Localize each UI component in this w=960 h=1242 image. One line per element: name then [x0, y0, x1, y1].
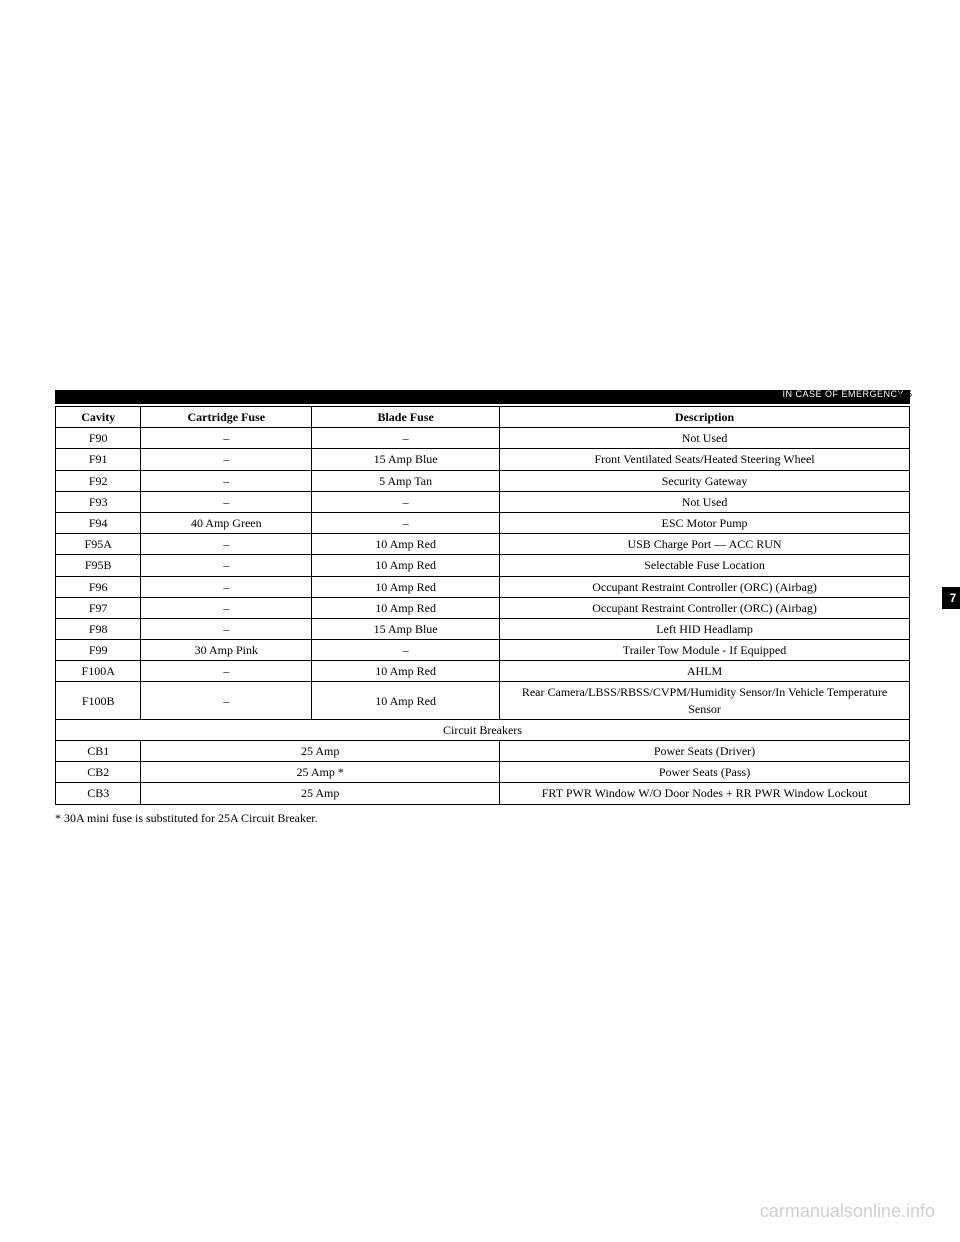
table-cell: –	[141, 555, 312, 576]
table-cell: 10 Amp Red	[312, 597, 500, 618]
col-cartridge: Cartridge Fuse	[141, 407, 312, 428]
table-cell: F95B	[56, 555, 141, 576]
table-cell: 15 Amp Blue	[312, 618, 500, 639]
table-cell: 40 Amp Green	[141, 512, 312, 533]
table-row: F98–15 Amp BlueLeft HID Headlamp	[56, 618, 910, 639]
table-cell: Rear Camera/LBSS/RBSS/CVPM/Humidity Sens…	[500, 682, 910, 719]
table-cell: –	[312, 491, 500, 512]
table-cell: Occupant Restraint Controller (ORC) (Air…	[500, 576, 910, 597]
table-cell: –	[312, 640, 500, 661]
table-cell: –	[141, 470, 312, 491]
col-cavity: Cavity	[56, 407, 141, 428]
table-cell: FRT PWR Window W/O Door Nodes + RR PWR W…	[500, 783, 910, 804]
table-row: CB325 AmpFRT PWR Window W/O Door Nodes +…	[56, 783, 910, 804]
table-cell: F99	[56, 640, 141, 661]
table-cell: Left HID Headlamp	[500, 618, 910, 639]
section-title: IN CASE OF EMERGENCY	[782, 389, 910, 399]
table-cell: –	[312, 428, 500, 449]
table-cell: CB3	[56, 783, 141, 804]
table-cell: –	[141, 428, 312, 449]
table-row: CB225 Amp *Power Seats (Pass)	[56, 762, 910, 783]
table-row: F100B–10 Amp RedRear Camera/LBSS/RBSS/CV…	[56, 682, 910, 719]
table-cell: Security Gateway	[500, 470, 910, 491]
table-cell: Selectable Fuse Location	[500, 555, 910, 576]
header-bar: IN CASE OF EMERGENCY	[55, 390, 910, 404]
table-row: F95A–10 Amp RedUSB Charge Port — ACC RUN	[56, 534, 910, 555]
table-cell: F96	[56, 576, 141, 597]
table-cell: F97	[56, 597, 141, 618]
footnote: * 30A mini fuse is substituted for 25A C…	[55, 811, 910, 826]
table-cell: F92	[56, 470, 141, 491]
table-cell: –	[312, 512, 500, 533]
table-cell: –	[141, 661, 312, 682]
table-cell: Occupant Restraint Controller (ORC) (Air…	[500, 597, 910, 618]
table-cell: 25 Amp *	[141, 762, 500, 783]
table-cell: F100A	[56, 661, 141, 682]
table-cell: F93	[56, 491, 141, 512]
table-cell: Not Used	[500, 491, 910, 512]
table-cell: –	[141, 534, 312, 555]
table-cell: 10 Amp Red	[312, 555, 500, 576]
table-row: F95B–10 Amp RedSelectable Fuse Location	[56, 555, 910, 576]
table-cell: 15 Amp Blue	[312, 449, 500, 470]
col-blade: Blade Fuse	[312, 407, 500, 428]
table-cell: 10 Amp Red	[312, 576, 500, 597]
table-header-row: Cavity Cartridge Fuse Blade Fuse Descrip…	[56, 407, 910, 428]
table-cell: CB2	[56, 762, 141, 783]
table-cell: F90	[56, 428, 141, 449]
table-row: F97–10 Amp RedOccupant Restraint Control…	[56, 597, 910, 618]
table-cell: 30 Amp Pink	[141, 640, 312, 661]
table-cell: –	[141, 618, 312, 639]
table-cell: –	[141, 682, 312, 719]
page-content: IN CASE OF EMERGENCY 445 Cavity Cartridg…	[55, 390, 910, 826]
table-cell: –	[141, 449, 312, 470]
table-cell: Power Seats (Driver)	[500, 741, 910, 762]
table-cell: –	[141, 597, 312, 618]
table-row: F100A–10 Amp RedAHLM	[56, 661, 910, 682]
table-cell: 10 Amp Red	[312, 534, 500, 555]
table-cell: Front Ventilated Seats/Heated Steering W…	[500, 449, 910, 470]
table-cell: 10 Amp Red	[312, 661, 500, 682]
table-row: F90––Not Used	[56, 428, 910, 449]
page-number: 445	[897, 389, 912, 399]
table-cell: Trailer Tow Module - If Equipped	[500, 640, 910, 661]
table-cell: F95A	[56, 534, 141, 555]
table-cell: USB Charge Port — ACC RUN	[500, 534, 910, 555]
table-cell: F91	[56, 449, 141, 470]
table-row: F96–10 Amp RedOccupant Restraint Control…	[56, 576, 910, 597]
watermark: carmanualsonline.info	[760, 1201, 935, 1222]
table-cell: Not Used	[500, 428, 910, 449]
fuse-table: Cavity Cartridge Fuse Blade Fuse Descrip…	[55, 406, 910, 805]
cb-header-cell: Circuit Breakers	[56, 719, 910, 740]
table-cell: ESC Motor Pump	[500, 512, 910, 533]
table-cell: 25 Amp	[141, 741, 500, 762]
table-row: F92–5 Amp TanSecurity Gateway	[56, 470, 910, 491]
table-cell: –	[141, 491, 312, 512]
table-row: F9440 Amp Green–ESC Motor Pump	[56, 512, 910, 533]
table-cell: CB1	[56, 741, 141, 762]
table-cell: 10 Amp Red	[312, 682, 500, 719]
table-row: F9930 Amp Pink–Trailer Tow Module - If E…	[56, 640, 910, 661]
table-cell: Power Seats (Pass)	[500, 762, 910, 783]
table-row: F93––Not Used	[56, 491, 910, 512]
circuit-breakers-header: Circuit Breakers	[56, 719, 910, 740]
table-cell: AHLM	[500, 661, 910, 682]
table-cell: F94	[56, 512, 141, 533]
table-cell: –	[141, 576, 312, 597]
table-cell: F100B	[56, 682, 141, 719]
chapter-tab: 7	[942, 587, 960, 609]
table-row: CB125 AmpPower Seats (Driver)	[56, 741, 910, 762]
col-description: Description	[500, 407, 910, 428]
table-cell: 25 Amp	[141, 783, 500, 804]
table-cell: 5 Amp Tan	[312, 470, 500, 491]
table-cell: F98	[56, 618, 141, 639]
table-row: F91–15 Amp BlueFront Ventilated Seats/He…	[56, 449, 910, 470]
